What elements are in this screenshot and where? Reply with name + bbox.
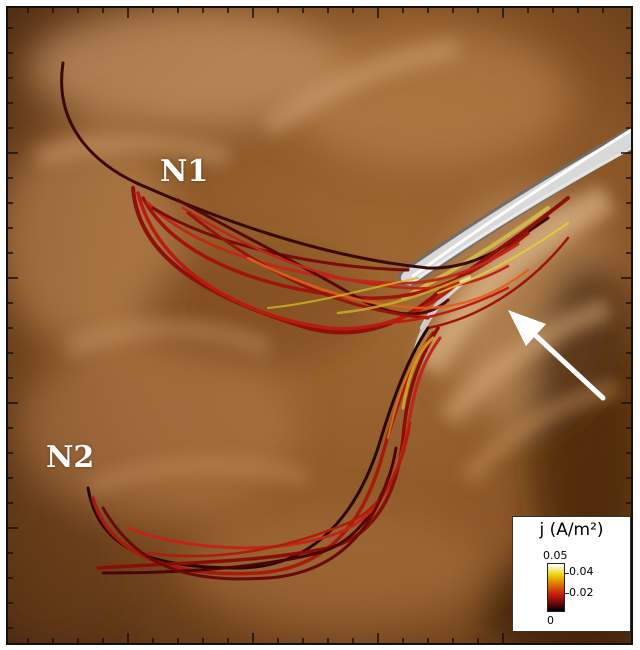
frame-ticks (8, 8, 631, 643)
bright-loops (35, 38, 620, 496)
colorbar-tick-low-label: 0.02 (569, 586, 594, 599)
colorbar-min-label: 0 (547, 614, 554, 627)
solar-scene (8, 8, 631, 643)
label-n1: N1 (160, 154, 209, 189)
current-density-colorbar: j (A/m²) 0.05 0.04 0.02 0 (512, 516, 631, 632)
colorbar-tick-high (565, 573, 569, 574)
label-n2: N2 (46, 440, 95, 475)
colorbar-tick-high-label: 0.04 (569, 565, 594, 578)
field-lines-n2 (86, 326, 442, 581)
image-frame: N1 N2 j (A/m²) 0.05 0.04 0.02 0 (6, 6, 633, 645)
colorbar-gradient (547, 563, 565, 612)
colorbar-tick-low (565, 593, 569, 594)
colorbar-max-label: 0.05 (543, 549, 568, 562)
flux-rope-core (398, 128, 631, 350)
field-lines-n1 (60, 61, 570, 335)
colorbar-title: j (A/m²) (539, 520, 604, 540)
arrow-annotation (508, 310, 606, 401)
